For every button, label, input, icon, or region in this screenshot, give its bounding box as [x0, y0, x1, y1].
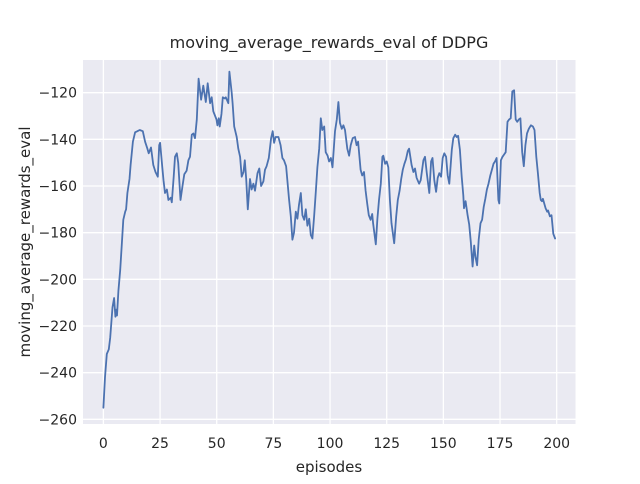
x-tick-label: 50: [208, 436, 226, 452]
x-tick-label: 175: [487, 436, 514, 452]
x-axis-label: episodes: [296, 458, 363, 476]
y-tick-label: −140: [39, 132, 77, 148]
y-tick-label: −260: [39, 412, 77, 428]
series-line: [102, 70, 556, 409]
y-tick-label: −180: [39, 226, 77, 242]
x-tick-label: 25: [151, 436, 169, 452]
chart-title: moving_average_rewards_eval of DDPG: [170, 33, 489, 53]
y-tick-label: −240: [39, 366, 77, 382]
y-tick-label: −120: [39, 86, 77, 102]
y-tick-label: −160: [39, 179, 77, 195]
x-tick-label: 75: [264, 436, 282, 452]
x-tick-label: 150: [430, 436, 457, 452]
x-tick-label: 125: [373, 436, 400, 452]
x-tick-label: 100: [317, 436, 344, 452]
y-tick-labels: −120 −140 −160 −180 −200 −220 −240 −260: [39, 86, 77, 429]
y-tick-label: −200: [39, 272, 77, 288]
x-tick-label: 0: [99, 436, 108, 452]
x-tick-labels: 0 25 50 75 100 125 150 175 200: [99, 436, 570, 452]
plot-background: [83, 60, 576, 424]
x-tick-label: 200: [543, 436, 570, 452]
y-tick-label: −220: [39, 319, 77, 335]
y-axis-label: moving_average_rewards_eval: [16, 127, 35, 358]
